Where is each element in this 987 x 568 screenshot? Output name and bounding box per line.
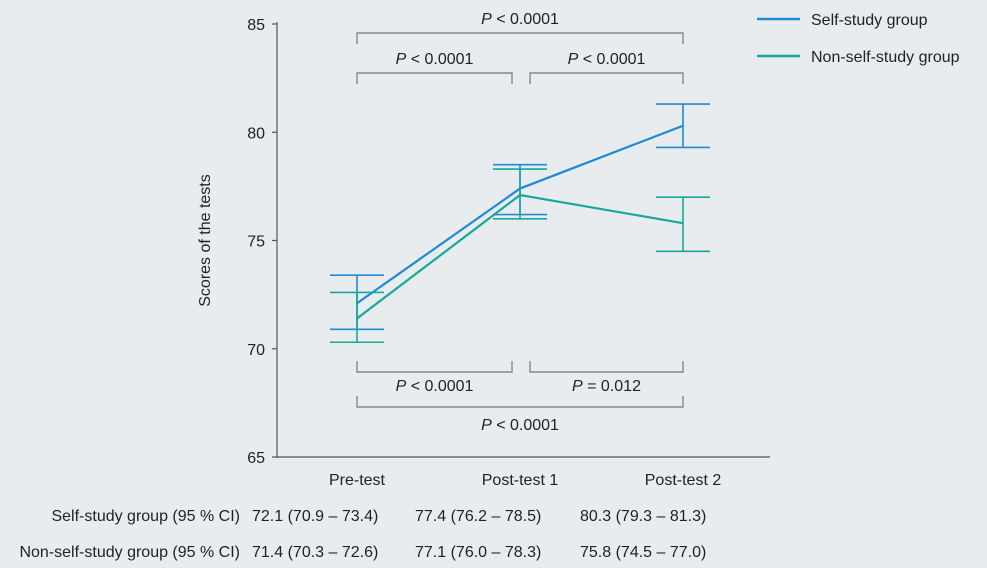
y-tick-label: 85 <box>247 17 265 34</box>
table-row: Self-study group (95 % CI) 72.1 (70.9 – … <box>0 508 987 532</box>
p-value-label: P < 0.0001 <box>568 51 646 68</box>
legend-label: Non-self-study group <box>811 49 960 66</box>
series-line <box>356 193 684 320</box>
significance-bracket <box>356 361 513 373</box>
table-cell: 77.1 (76.0 – 78.3) <box>415 544 542 561</box>
table-cell: 72.1 (70.9 – 73.4) <box>252 508 379 525</box>
p-value-label: P = 0.012 <box>572 378 641 395</box>
table-row: Non-self-study group (95 % CI) 71.4 (70.… <box>0 544 987 568</box>
significance-bracket <box>356 32 684 44</box>
x-tick-label: Post-test 1 <box>482 472 559 489</box>
p-value-label: P < 0.0001 <box>396 51 474 68</box>
p-value-label: P < 0.0001 <box>396 378 474 395</box>
y-tick-label: 70 <box>247 342 265 359</box>
x-tick-label: Post-test 2 <box>645 472 722 489</box>
table-row-label: Self-study group (95 % CI) <box>51 508 240 525</box>
x-tick-label: Pre-test <box>329 472 386 489</box>
p-value-label: P < 0.0001 <box>481 11 559 28</box>
significance-bracket <box>356 72 513 84</box>
y-tick-label: 80 <box>247 125 265 142</box>
table-row-label: Non-self-study group (95 % CI) <box>19 544 240 561</box>
y-tick-label: 75 <box>247 234 265 251</box>
table-cell: 75.8 (74.5 – 77.0) <box>580 544 707 561</box>
legend-label: Self-study group <box>811 12 928 29</box>
p-value-label: P < 0.0001 <box>481 417 559 434</box>
table-cell: 71.4 (70.3 – 72.6) <box>252 544 379 561</box>
significance-bracket <box>529 361 684 373</box>
y-axis-label: Scores of the tests <box>197 174 214 307</box>
line-chart: 65 70 75 80 85 Pre-test Post-test 1 Post-test 2… <box>197 11 960 489</box>
significance-bracket <box>356 396 684 408</box>
significance-bracket <box>529 72 684 84</box>
y-tick-label: 65 <box>247 450 265 467</box>
table-cell: 80.3 (79.3 – 81.3) <box>580 508 707 525</box>
table-cell: 77.4 (76.2 – 78.5) <box>415 508 542 525</box>
